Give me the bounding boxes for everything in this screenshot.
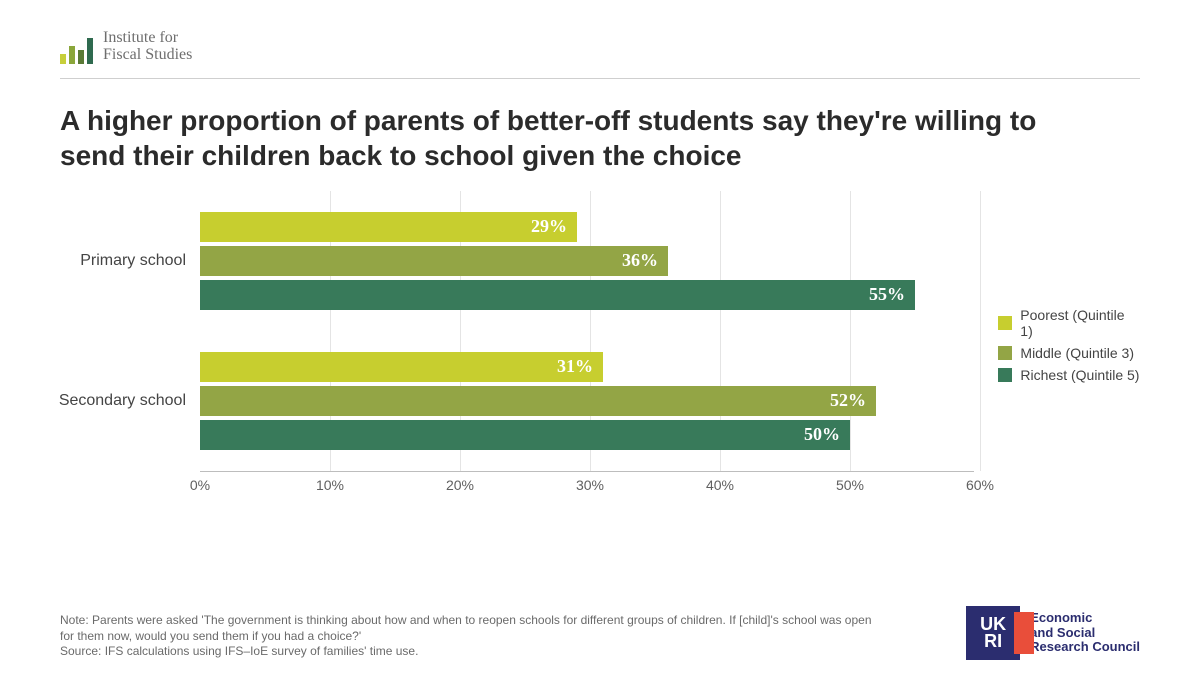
chart-wrap: Primary school29%36%55%Secondary school3… — [60, 191, 1140, 511]
bar: 29% — [200, 212, 577, 242]
bar: 36% — [200, 246, 668, 276]
legend-swatch-icon — [998, 346, 1012, 360]
x-tick-label: 60% — [966, 477, 994, 493]
bar: 31% — [200, 352, 603, 382]
header-rule — [60, 78, 1140, 79]
x-tick-label: 0% — [190, 477, 210, 493]
bar: 52% — [200, 386, 876, 416]
ifs-bar-icon — [69, 46, 75, 64]
x-tick-label: 20% — [446, 477, 474, 493]
legend-item: Middle (Quintile 3) — [998, 345, 1140, 361]
legend-item: Poorest (Quintile 1) — [998, 307, 1140, 339]
ukri-l2: and Social — [1030, 626, 1140, 641]
source-text: Source: IFS calculations using IFS–IoE s… — [60, 644, 880, 660]
ukri-logo: UK RI Economic and Social Research Counc… — [966, 606, 1140, 660]
ukri-mark-icon: UK RI — [966, 606, 1020, 660]
ukri-bottom: RI — [984, 633, 1002, 650]
legend-label: Poorest (Quintile 1) — [1020, 307, 1140, 339]
gridline — [850, 191, 851, 471]
ifs-logo-text: Institute for Fiscal Studies — [103, 30, 192, 64]
x-tick-label: 50% — [836, 477, 864, 493]
ifs-bar-icon — [87, 38, 93, 64]
ifs-line1: Institute for — [103, 30, 192, 47]
x-tick-label: 30% — [576, 477, 604, 493]
footer: Note: Parents were asked 'The government… — [60, 606, 1140, 660]
ukri-label: Economic and Social Research Council — [1030, 611, 1140, 656]
ukri-l1: Economic — [1030, 611, 1140, 626]
page: Institute for Fiscal Studies A higher pr… — [0, 0, 1200, 686]
ifs-logo-bars-icon — [60, 36, 93, 64]
legend-item: Richest (Quintile 5) — [998, 367, 1140, 383]
ukri-mark-text: UK RI — [966, 606, 1020, 660]
bar: 50% — [200, 420, 850, 450]
ifs-logo: Institute for Fiscal Studies — [60, 30, 192, 64]
ifs-line2: Fiscal Studies — [103, 47, 192, 64]
legend-swatch-icon — [998, 368, 1012, 382]
chart-area: Primary school29%36%55%Secondary school3… — [200, 191, 974, 511]
chart-title: A higher proportion of parents of better… — [60, 103, 1040, 173]
footer-notes: Note: Parents were asked 'The government… — [60, 613, 880, 660]
legend: Poorest (Quintile 1) Middle (Quintile 3) R… — [998, 301, 1140, 389]
ifs-bar-icon — [60, 54, 66, 64]
note-text: Note: Parents were asked 'The government… — [60, 613, 880, 644]
bar: 55% — [200, 280, 915, 310]
legend-swatch-icon — [998, 316, 1012, 330]
category-label: Primary school — [80, 252, 200, 270]
legend-label: Middle (Quintile 3) — [1020, 345, 1134, 361]
ukri-l3: Research Council — [1030, 640, 1140, 655]
category-label: Secondary school — [59, 392, 200, 410]
x-tick-label: 10% — [316, 477, 344, 493]
gridline — [980, 191, 981, 471]
header: Institute for Fiscal Studies — [60, 30, 1140, 72]
x-tick-label: 40% — [706, 477, 734, 493]
ifs-bar-icon — [78, 50, 84, 64]
legend-label: Richest (Quintile 5) — [1020, 367, 1139, 383]
chart-plot: Primary school29%36%55%Secondary school3… — [200, 191, 974, 472]
